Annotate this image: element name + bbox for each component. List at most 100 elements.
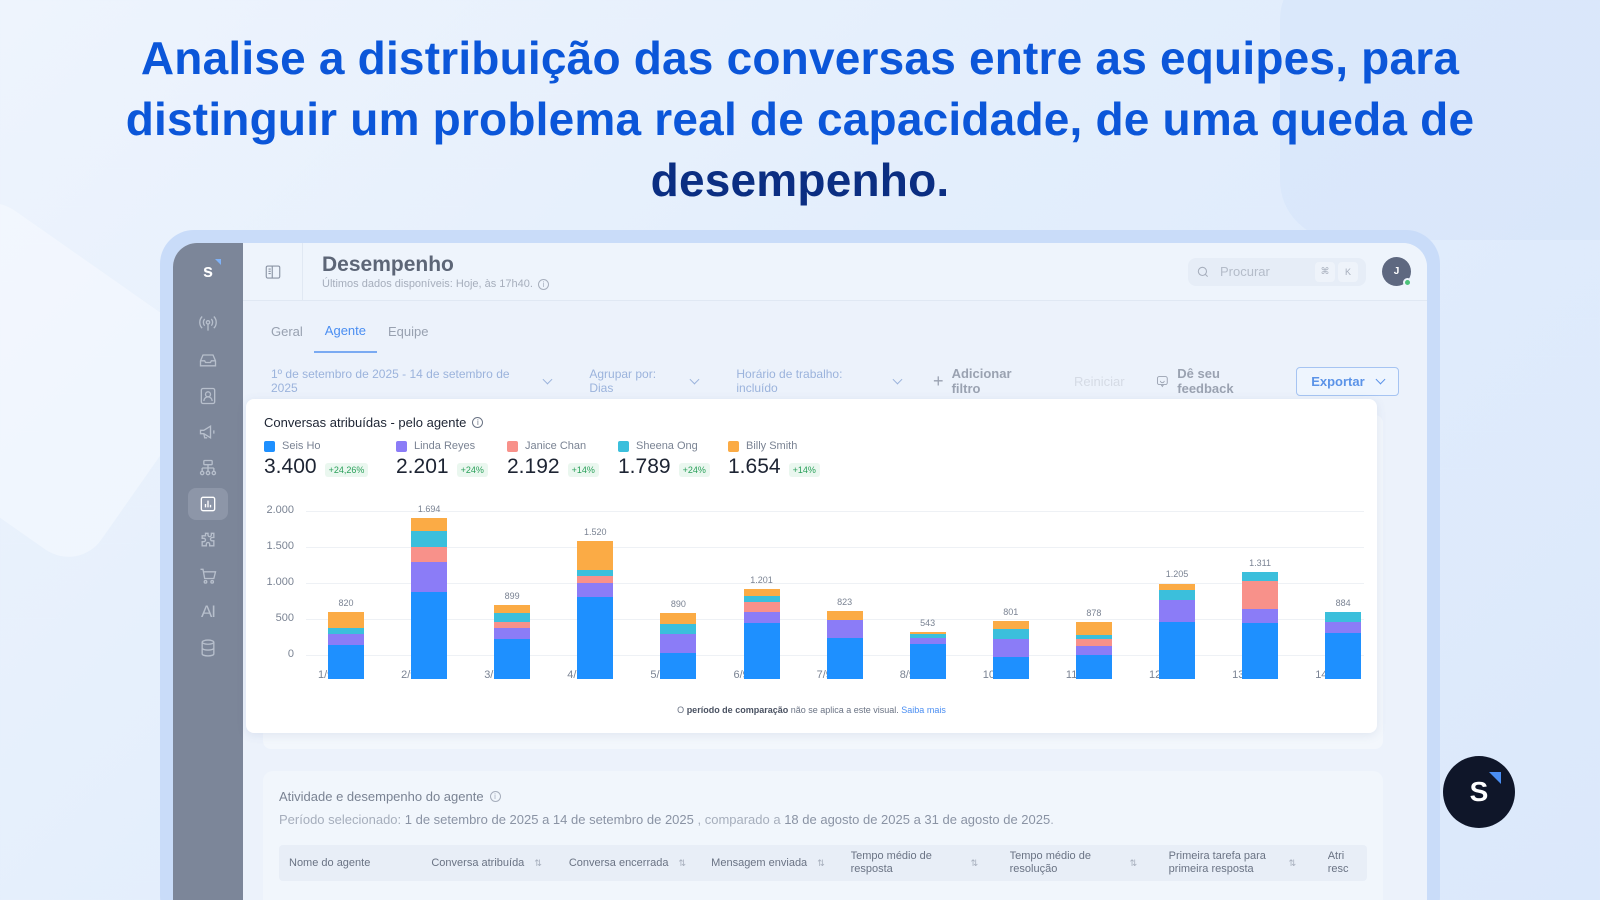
change-badge: +24,26% — [324, 463, 369, 477]
column-header[interactable]: Primeira tarefa para primeira resposta ⇅ — [1168, 850, 1297, 875]
bar-stack[interactable] — [660, 613, 697, 679]
bar-chart-icon — [200, 496, 216, 512]
column-header[interactable]: Conversa encerrada ⇅ — [568, 857, 687, 869]
legend-item[interactable]: Linda Reyes 2.201 +24% — [396, 440, 507, 479]
sidebar-item-commerce[interactable] — [188, 560, 228, 592]
chart-footnote: O período de comparação não se aplica a … — [677, 705, 946, 715]
column-header[interactable]: Nome do agente — [289, 857, 371, 869]
puzzle-icon — [201, 532, 215, 547]
bar-segment — [1075, 654, 1112, 679]
feedback-button[interactable]: Dê seu feedback — [1155, 366, 1278, 396]
sort-icon[interactable]: ⇅ — [817, 857, 825, 868]
column-header[interactable]: Atri resc — [1327, 850, 1349, 875]
ai-icon: AI — [200, 602, 216, 621]
add-filter-button[interactable]: + Adicionar filtro — [933, 366, 1012, 396]
bar-segment — [411, 562, 448, 592]
sort-icon[interactable]: ⇅ — [970, 857, 979, 868]
hierarchy-icon — [199, 459, 217, 476]
export-button[interactable]: Exportar — [1295, 366, 1399, 396]
search-input[interactable]: Procurar ⌘ K — [1188, 257, 1366, 286]
change-badge: +24% — [678, 463, 710, 477]
bar-stack[interactable] — [1159, 583, 1195, 679]
date-range-dropdown[interactable]: 1º de setembro de 2025 - 14 de setembro … — [271, 367, 553, 395]
user-avatar[interactable]: J — [1382, 257, 1412, 287]
bar-stack[interactable] — [909, 631, 946, 679]
bar-stack[interactable] — [577, 540, 614, 679]
bar-segment — [328, 644, 364, 679]
sidebar-item-integrations[interactable] — [188, 524, 228, 556]
bar-segment — [1159, 589, 1195, 601]
bar-segment — [1075, 639, 1112, 646]
background-shape — [1280, 0, 1600, 240]
sort-icon[interactable]: ⇅ — [1129, 857, 1138, 868]
legend-swatch — [507, 440, 518, 452]
legend-item[interactable]: Sheena Ong 1.789 +24% — [618, 440, 728, 479]
bar-total-label: 1.520 — [584, 526, 607, 537]
legend-item[interactable]: Seis Ho 3.400 +24,26% — [264, 440, 396, 479]
bar-total-label: 890 — [670, 599, 686, 610]
y-axis-tick: 1.000 — [266, 576, 294, 588]
panel-toggle-button[interactable] — [243, 243, 303, 301]
bar-segment — [577, 597, 614, 679]
bar-stack[interactable] — [743, 589, 780, 679]
bar-segment — [411, 547, 448, 563]
sidebar-item-ai[interactable]: AI — [188, 596, 228, 628]
bar-stack[interactable] — [411, 517, 448, 679]
bar-segment — [1325, 632, 1362, 679]
sidebar-item-workflows[interactable] — [188, 452, 228, 484]
bar-total-label: 899 — [504, 590, 520, 601]
bar-segment — [1159, 583, 1195, 590]
tab-equipe[interactable]: Equipe — [388, 324, 429, 339]
megaphone-icon — [199, 424, 215, 440]
database-icon — [201, 639, 215, 657]
sidebar-item-inbox[interactable] — [188, 344, 228, 376]
column-header[interactable]: Tempo médio de resolução ⇅ — [1009, 850, 1138, 875]
info-icon[interactable]: i — [489, 791, 501, 802]
legend-item[interactable]: Billy Smith 1.654 +14% — [728, 440, 838, 479]
cart-icon — [200, 568, 217, 584]
bar-stack[interactable] — [826, 611, 863, 679]
bar-total-label: 1.201 — [750, 575, 773, 586]
gridline — [306, 583, 1364, 584]
inbox-icon — [199, 354, 217, 367]
page-title: Desempenho — [322, 253, 454, 276]
sidebar-item-reports[interactable] — [188, 488, 228, 520]
bar-segment — [494, 639, 531, 679]
column-header[interactable]: Tempo médio de resposta ⇅ — [850, 850, 979, 875]
chevron-down-icon — [1375, 374, 1386, 384]
main-content: Desempenho Últimos dados disponíveis: Ho… — [243, 243, 1427, 900]
sort-icon[interactable]: ⇅ — [534, 857, 542, 868]
reset-button[interactable]: Reiniciar — [1073, 373, 1125, 389]
bar-segment — [1242, 580, 1279, 609]
contact-icon — [200, 387, 216, 405]
bar-stack[interactable] — [328, 612, 364, 679]
info-icon[interactable]: i — [537, 278, 549, 290]
bar-total-label: 543 — [920, 617, 936, 628]
search-icon — [1197, 266, 1209, 277]
bar-segment — [743, 602, 780, 613]
sidebar-item-broadcast[interactable] — [188, 308, 228, 340]
sort-icon[interactable]: ⇅ — [678, 857, 687, 868]
bar-stack[interactable] — [992, 620, 1029, 679]
group-by-dropdown[interactable]: Agrupar por: Dias — [589, 367, 700, 395]
bar-stack[interactable] — [1325, 612, 1362, 679]
column-header[interactable]: Conversa atribuída ⇅ — [431, 857, 542, 869]
bar-segment — [660, 634, 697, 654]
sidebar-item-database[interactable] — [188, 632, 228, 664]
legend-item[interactable]: Janice Chan 2.192 +14% — [507, 440, 618, 479]
tab-geral[interactable]: Geral — [271, 324, 303, 339]
learn-more-link[interactable]: Saiba mais — [901, 705, 946, 715]
sort-icon[interactable]: ⇅ — [1288, 857, 1297, 868]
app-logo[interactable]: s — [203, 259, 221, 282]
tab-agente[interactable]: Agente — [313, 323, 377, 353]
bar-stack[interactable] — [494, 604, 531, 679]
info-icon[interactable]: i — [472, 417, 484, 428]
working-hours-dropdown[interactable]: Horário de trabalho: incluído — [736, 367, 903, 395]
bar-total-label: 820 — [338, 598, 354, 609]
sidebar-item-contacts[interactable] — [188, 380, 228, 412]
bar-stack[interactable] — [1242, 572, 1279, 679]
bar-segment — [1159, 600, 1195, 622]
column-header[interactable]: Mensagem enviada ⇅ — [711, 857, 825, 869]
bar-stack[interactable] — [1075, 622, 1112, 679]
sidebar-item-campaigns[interactable] — [188, 416, 228, 448]
